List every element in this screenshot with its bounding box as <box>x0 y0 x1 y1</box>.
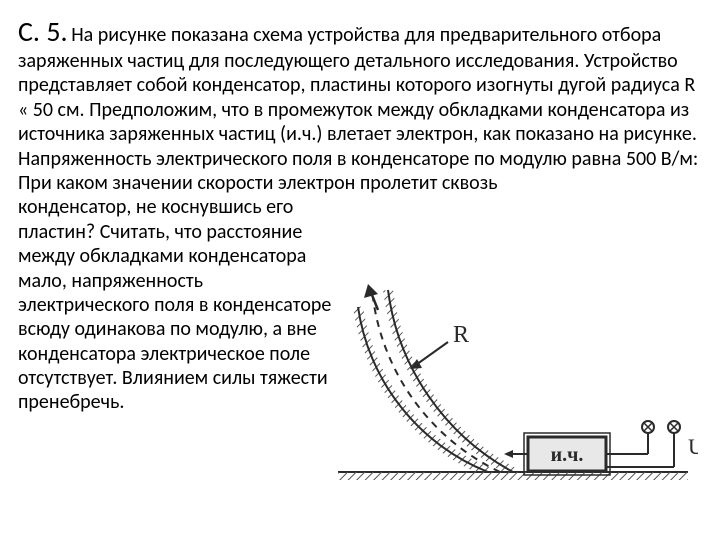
entry-arrowhead <box>504 450 513 458</box>
voltage-label: U <box>688 434 698 459</box>
source-label: и.ч. <box>551 444 584 466</box>
exit-arrowhead <box>364 284 378 298</box>
radius-label: R <box>453 322 469 348</box>
physics-diagram: и.ч. U R <box>318 272 698 502</box>
inner-plate-hatch <box>388 290 513 472</box>
inner-plate-edge <box>388 290 513 472</box>
problem-body-top: На рисунке показана схема устройства для… <box>18 23 698 195</box>
problem-text: С. 5. На рисунке показана схема устройст… <box>18 14 702 195</box>
problem-body-bottom: конденсатор, не коснувшись его пластин? … <box>18 195 331 414</box>
problem-number: С. 5. <box>18 14 68 49</box>
ground-hatch <box>338 472 688 480</box>
problem-text-lower: конденсатор, не коснувшись его пластин? … <box>18 195 338 415</box>
